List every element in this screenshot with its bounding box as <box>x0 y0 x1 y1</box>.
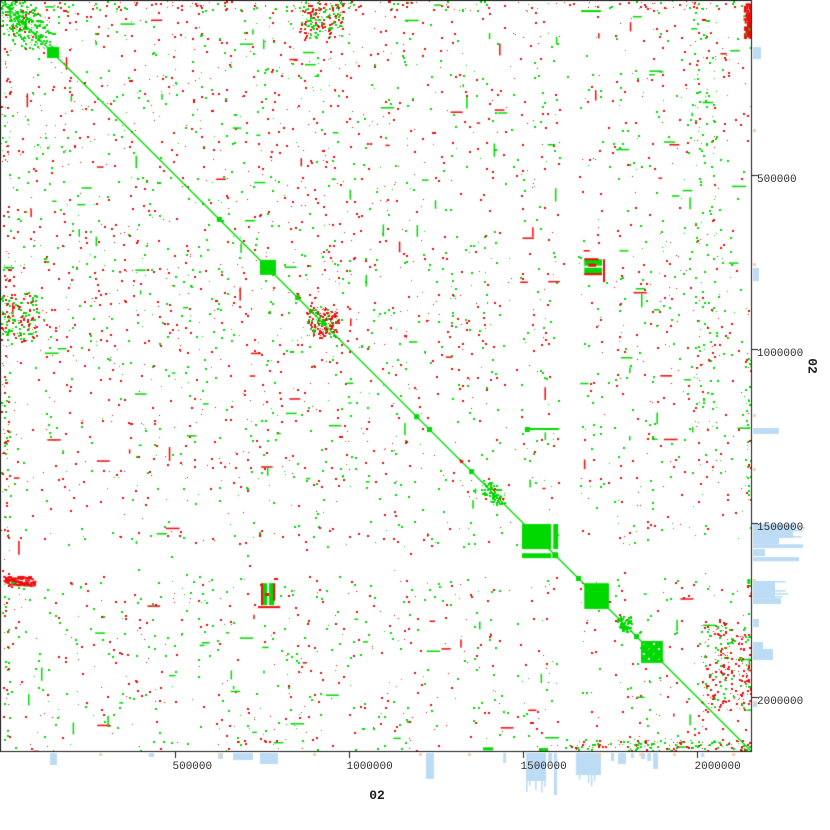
y-tick-label: 1500000 <box>757 521 804 534</box>
y-tick-label: 1000000 <box>757 347 804 360</box>
x-tick-label: 500000 <box>172 761 213 773</box>
x-tick-label: 1000000 <box>346 761 393 773</box>
y-tick-label: 500000 <box>757 173 797 186</box>
y-axis-title: 02 <box>804 358 820 374</box>
x-tick-label: 1500000 <box>520 761 567 773</box>
y-tick-label: 2000000 <box>757 695 804 708</box>
x-tick-label: 2000000 <box>694 761 741 773</box>
x-axis-title: 02 <box>369 788 385 803</box>
